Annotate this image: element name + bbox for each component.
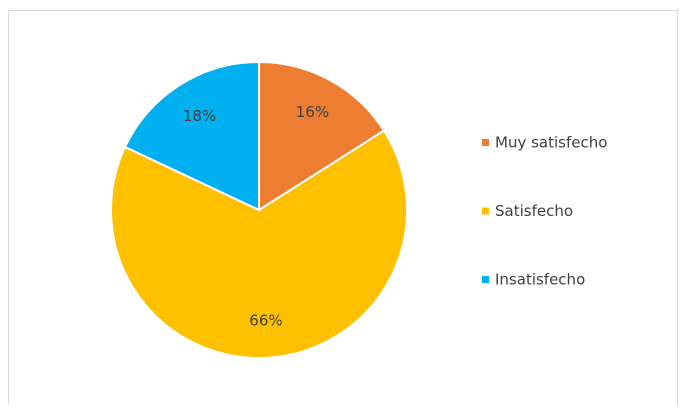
- pie-slice: [110, 129, 408, 359]
- legend-label: Muy satisfecho: [495, 134, 607, 152]
- data-label: 16%: [296, 103, 329, 121]
- pie-slice: [123, 60, 260, 212]
- legend-swatch: [482, 207, 489, 215]
- pie-slice: [258, 60, 386, 212]
- legend-label: Insatisfecho: [495, 271, 585, 289]
- legend-swatch: [482, 139, 489, 146]
- data-label: 18%: [183, 107, 216, 125]
- data-label: 66%: [249, 311, 282, 329]
- legend-label: Satisfecho: [495, 202, 573, 220]
- legend-swatch: [482, 276, 489, 283]
